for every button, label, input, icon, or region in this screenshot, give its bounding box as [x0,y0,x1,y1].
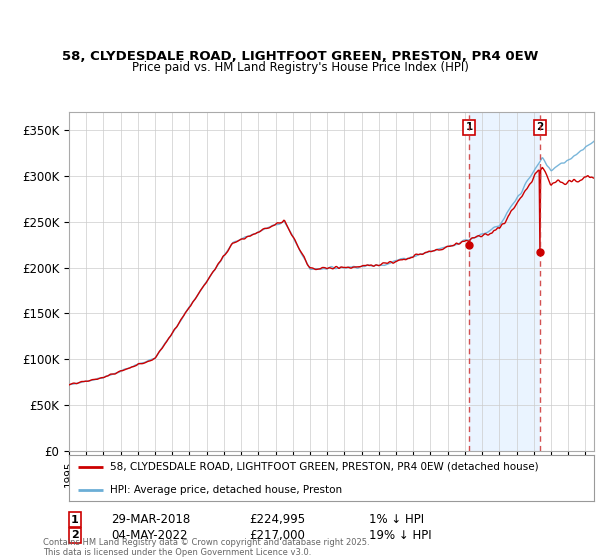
Text: 04-MAY-2022: 04-MAY-2022 [111,529,187,542]
Text: 19% ↓ HPI: 19% ↓ HPI [369,529,431,542]
Text: 1: 1 [71,515,79,525]
Bar [469,112,540,451]
Text: 1% ↓ HPI: 1% ↓ HPI [369,513,424,526]
Text: Contains HM Land Registry data © Crown copyright and database right 2025.
This d: Contains HM Land Registry data © Crown c… [43,538,370,557]
Text: 2: 2 [71,530,79,540]
Text: HPI: Average price, detached house, Preston: HPI: Average price, detached house, Pres… [110,485,342,494]
Text: 1: 1 [466,122,473,132]
Text: 2: 2 [536,122,544,132]
Text: £224,995: £224,995 [249,513,305,526]
Text: £217,000: £217,000 [249,529,305,542]
Text: Price paid vs. HM Land Registry's House Price Index (HPI): Price paid vs. HM Land Registry's House … [131,61,469,74]
Text: 58, CLYDESDALE ROAD, LIGHTFOOT GREEN, PRESTON, PR4 0EW: 58, CLYDESDALE ROAD, LIGHTFOOT GREEN, PR… [62,50,538,63]
Text: 58, CLYDESDALE ROAD, LIGHTFOOT GREEN, PRESTON, PR4 0EW (detached house): 58, CLYDESDALE ROAD, LIGHTFOOT GREEN, PR… [110,462,539,472]
Text: 29-MAR-2018: 29-MAR-2018 [111,513,190,526]
